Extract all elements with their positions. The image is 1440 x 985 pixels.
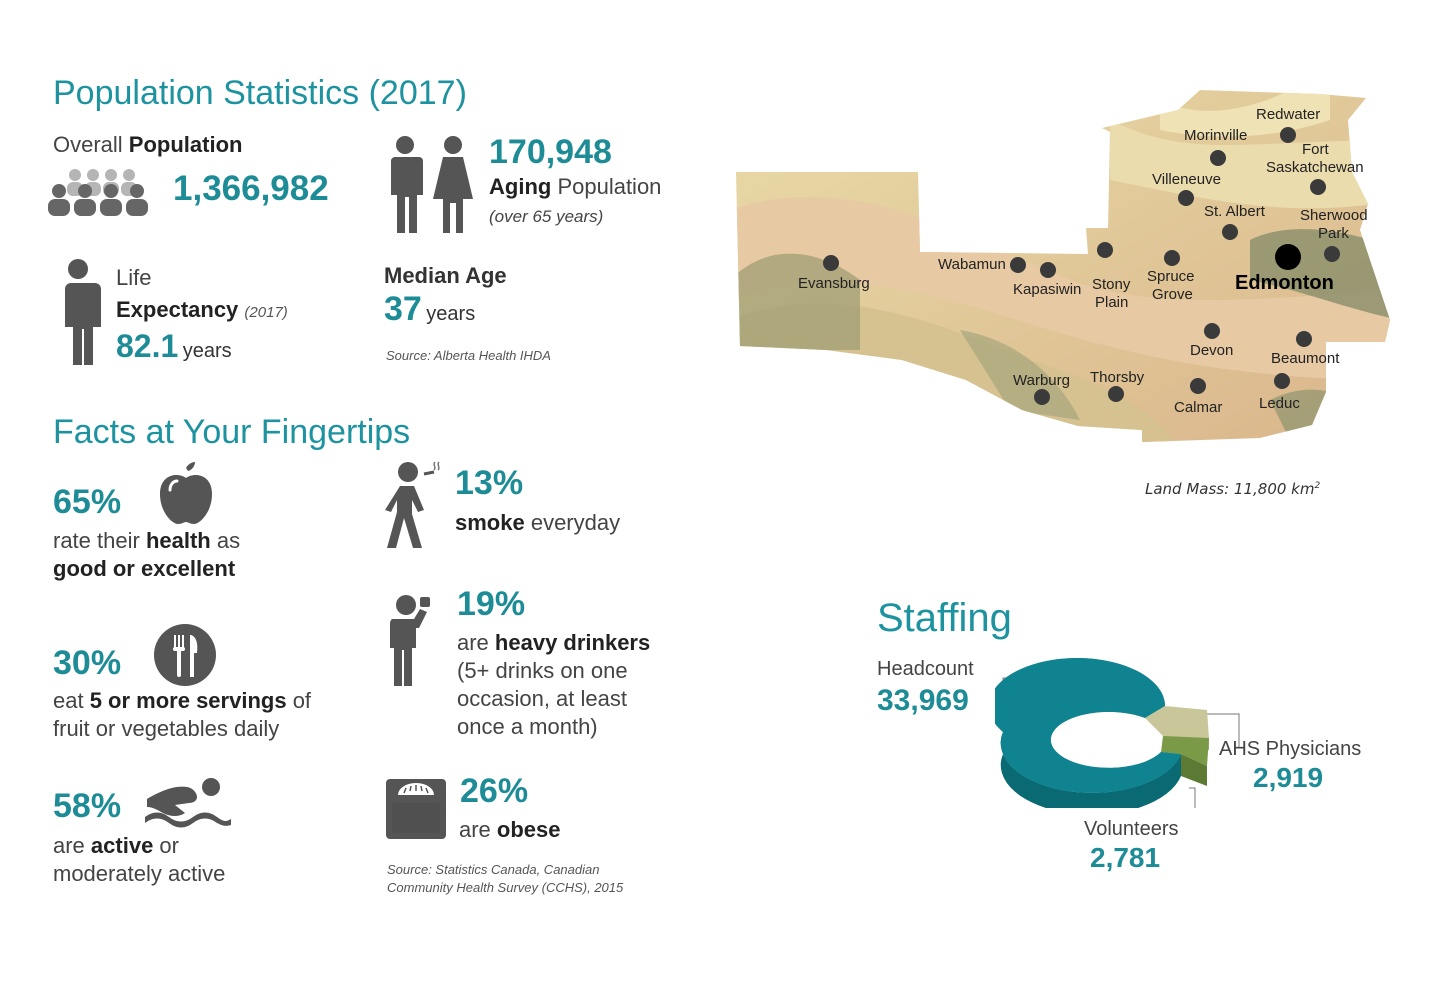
city-edmonton: Edmonton: [1235, 272, 1334, 294]
scale-icon: [386, 779, 446, 839]
swimmer-icon: [143, 775, 233, 831]
aging-note: (over 65 years): [489, 207, 604, 226]
population-title: Population Statistics (2017): [53, 74, 467, 112]
region-map: [730, 80, 1400, 465]
city-plain: Plain: [1095, 294, 1129, 311]
active-pct: 58%: [53, 787, 122, 825]
health-line-1: rate their health as: [53, 528, 241, 553]
fruit-pct: 30%: [53, 644, 122, 682]
fruit-line-1: eat 5 or more servings of: [53, 688, 312, 713]
headcount-label: Headcount: [877, 658, 974, 680]
physicians-value: 2,919: [1253, 762, 1324, 793]
life-label-1: Life: [116, 265, 152, 290]
headcount-value: 33,969: [877, 684, 969, 717]
city-calmar: Calmar: [1174, 399, 1223, 416]
crowd-icon: [45, 167, 163, 217]
apple-icon: [158, 462, 214, 526]
facts-source-2: Community Health Survey (CCHS), 2015: [387, 880, 624, 895]
population-source: Source: Alberta Health IHDA: [386, 348, 551, 363]
drink-line-4: once a month): [457, 714, 598, 739]
city-grove: Grove: [1152, 286, 1193, 303]
city-beaumont: Beaumont: [1271, 350, 1340, 367]
city-warburg: Warburg: [1013, 372, 1070, 389]
drinker-icon: [384, 593, 440, 689]
overall-population-value: 1,366,982: [173, 169, 329, 208]
drink-pct: 19%: [457, 585, 526, 623]
physicians-label: AHS Physicians: [1219, 738, 1362, 760]
city-leduc: Leduc: [1259, 395, 1300, 412]
health-line-2: good or excellent: [53, 556, 236, 581]
overall-population-label: Overall Population: [53, 132, 243, 157]
city-morinville: Morinville: [1184, 127, 1248, 144]
physicians-segment: [1145, 706, 1209, 738]
aging-label: Aging Population: [489, 174, 662, 199]
smoke-line: smoke everyday: [455, 510, 621, 535]
obese-pct: 26%: [460, 772, 529, 810]
city-saskatchewan: Saskatchewan: [1266, 159, 1364, 176]
drink-line-2: (5+ drinks on one: [457, 658, 628, 683]
smoke-pct: 13%: [455, 464, 524, 502]
volunteers-label: Volunteers: [1084, 818, 1179, 840]
staffing-title: Staffing: [877, 596, 1012, 640]
person-icon: [53, 258, 103, 366]
couple-icon: [383, 135, 477, 235]
fruit-line-2: fruit or vegetables daily: [53, 716, 280, 741]
city-kapasiwin: Kapasiwin: [1013, 281, 1082, 298]
facts-source-1: Source: Statistics Canada, Canadian: [387, 862, 600, 877]
smoker-icon: [384, 460, 444, 556]
drink-line-1: are heavy drinkers: [457, 630, 651, 655]
aging-value: 170,948: [489, 133, 612, 171]
city-fort: Fort: [1302, 141, 1329, 158]
city-redwater: Redwater: [1256, 106, 1321, 123]
volunteers-value: 2,781: [1090, 842, 1161, 873]
active-line-1: are active or: [53, 833, 179, 858]
fork-knife-icon: [153, 623, 217, 687]
city-thorsby: Thorsby: [1090, 369, 1145, 386]
city-stony: Stony: [1092, 276, 1131, 293]
city-park: Park: [1318, 225, 1349, 242]
city-devon: Devon: [1190, 342, 1234, 359]
city-sherwood: Sherwood: [1300, 207, 1368, 224]
obese-line: are obese: [459, 817, 561, 842]
city-villeneuve: Villeneuve: [1152, 171, 1221, 188]
drink-line-3: occasion, at least: [457, 686, 627, 711]
median-age-label: Median Age: [384, 263, 507, 288]
facts-title: Facts at Your Fingertips: [53, 413, 411, 451]
land-mass: Land Mass: 11,800 km2: [1145, 480, 1321, 498]
volunteers-segment: [1161, 736, 1209, 766]
city-wabamun: Wabamun: [938, 256, 1006, 273]
active-line-2: moderately active: [53, 861, 226, 886]
life-value-row: 82.1 years: [116, 328, 232, 364]
city-evansburg: Evansburg: [798, 275, 870, 292]
median-age-row: 37 years: [384, 290, 476, 328]
health-pct: 65%: [53, 483, 122, 521]
city-st-albert: St. Albert: [1204, 203, 1265, 220]
life-label-2: Expectancy (2017): [116, 297, 288, 322]
city-spruce: Spruce: [1147, 268, 1195, 285]
staffing-ring-chart: [989, 648, 1255, 824]
